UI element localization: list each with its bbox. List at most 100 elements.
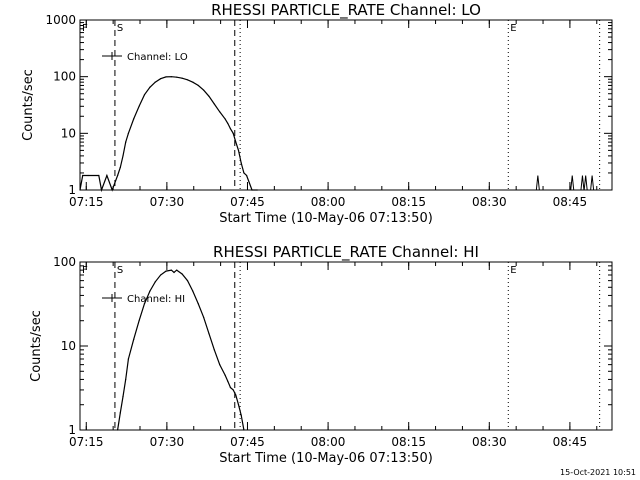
y-axis-label: Counts/sec <box>29 310 44 382</box>
series-point <box>181 77 183 79</box>
chart-title: RHESSI PARTICLE_RATE Channel: HI <box>213 243 479 262</box>
series-point <box>181 273 183 275</box>
series-point <box>229 128 232 130</box>
series-point <box>170 76 172 78</box>
x-axis-label: Start Time (10-May-06 07:13:50) <box>219 451 433 466</box>
series-point <box>235 141 237 143</box>
y-tick-label: 100 <box>53 70 76 84</box>
series-point <box>82 174 84 177</box>
spike-mark <box>583 175 588 191</box>
x-tick-label: 08:00 <box>311 435 346 449</box>
series-point <box>106 174 108 177</box>
series-point <box>237 149 240 151</box>
series-point <box>165 76 167 78</box>
x-tick-label: 07:15 <box>69 195 104 209</box>
y-tick-label: 1 <box>68 183 76 197</box>
y-tick-label: 10 <box>61 126 76 140</box>
series-point <box>79 189 81 191</box>
spike-mark <box>590 175 595 191</box>
marker-label-F: F <box>82 23 88 34</box>
marker-label-E: E <box>510 23 516 34</box>
y-tick-label: 10 <box>61 339 76 353</box>
series-point <box>119 412 121 414</box>
y-tick-label: 100 <box>53 255 76 269</box>
series-point <box>208 333 210 335</box>
series-point <box>119 166 121 169</box>
series-point <box>176 269 178 271</box>
marker-label-S: S <box>117 265 123 276</box>
series-point <box>224 118 226 120</box>
series-point <box>149 290 151 292</box>
plot-frame <box>79 19 613 191</box>
series-point <box>245 174 248 177</box>
chart-title: RHESSI PARTICLE_RATE Channel: LO <box>211 1 481 20</box>
series-point <box>170 269 172 271</box>
x-tick-label: 08:15 <box>391 435 426 449</box>
series-point <box>154 81 156 83</box>
footer-timestamp: 15-Oct-2021 10:51 <box>560 468 636 477</box>
x-tick-label: 07:30 <box>150 435 185 449</box>
x-tick-label: 07:30 <box>150 195 185 209</box>
series-point <box>202 316 205 318</box>
x-tick-label: 07:45 <box>230 435 265 449</box>
series-point <box>208 95 210 97</box>
y-tick-label: 1 <box>68 423 76 437</box>
legend-label: Channel: HI <box>127 294 185 305</box>
series-point <box>154 281 156 283</box>
x-tick-label: 08:00 <box>311 195 346 209</box>
series-point <box>100 189 103 191</box>
series-point <box>240 162 242 164</box>
series-point <box>125 141 127 143</box>
series-point <box>125 378 127 381</box>
series-point <box>229 386 232 389</box>
x-axis-label: Start Time (10-May-06 07:13:50) <box>219 211 433 226</box>
series-point <box>227 380 229 382</box>
series-point <box>192 81 194 83</box>
series-point <box>186 79 189 81</box>
spike-mark <box>535 175 540 191</box>
series-line <box>79 76 258 193</box>
series-point <box>143 302 146 305</box>
series-point <box>117 429 119 431</box>
series-point <box>192 290 194 292</box>
series-point <box>219 111 221 113</box>
spike-mark <box>580 175 585 191</box>
series-point <box>122 155 124 157</box>
series-point <box>219 364 221 366</box>
chart-panel-lo: RHESSI PARTICLE_RATE Channel: LO 1 10 100 10… <box>21 1 613 226</box>
series-point <box>160 274 162 276</box>
series-point <box>122 395 124 398</box>
x-tick-label: 07:15 <box>69 435 104 449</box>
series-point <box>173 271 175 274</box>
series-point <box>143 94 146 96</box>
y-tick-label: 1000 <box>45 13 76 27</box>
series-point <box>232 132 234 134</box>
series-point <box>138 105 140 107</box>
series-point <box>224 374 226 376</box>
series-point <box>138 320 140 322</box>
x-tick-label: 08:15 <box>391 195 426 209</box>
plot-frame <box>79 261 613 431</box>
series-point <box>133 338 135 340</box>
series-point <box>87 174 89 177</box>
series-point <box>117 174 119 177</box>
y-axis-label: Counts/sec <box>21 69 36 141</box>
x-tick-label: 08:45 <box>553 435 588 449</box>
chart-panel-hi: RHESSI PARTICLE_RATE Channel: HI 1 10 100 07… <box>29 243 613 466</box>
series-point <box>127 132 129 134</box>
series-point <box>176 76 178 78</box>
marker-label-S: S <box>117 23 123 34</box>
series-point <box>133 118 135 120</box>
series-point <box>127 358 129 360</box>
x-tick-label: 08:30 <box>472 435 507 449</box>
series-point <box>256 189 258 191</box>
series-point <box>227 122 229 124</box>
x-tick-label: 08:30 <box>472 195 507 209</box>
marker-label-E: E <box>510 265 516 276</box>
spike-mark <box>570 175 575 191</box>
series-point <box>213 103 215 105</box>
series-point <box>197 84 199 87</box>
marker-label-F: F <box>82 265 88 276</box>
series-point <box>213 349 215 351</box>
